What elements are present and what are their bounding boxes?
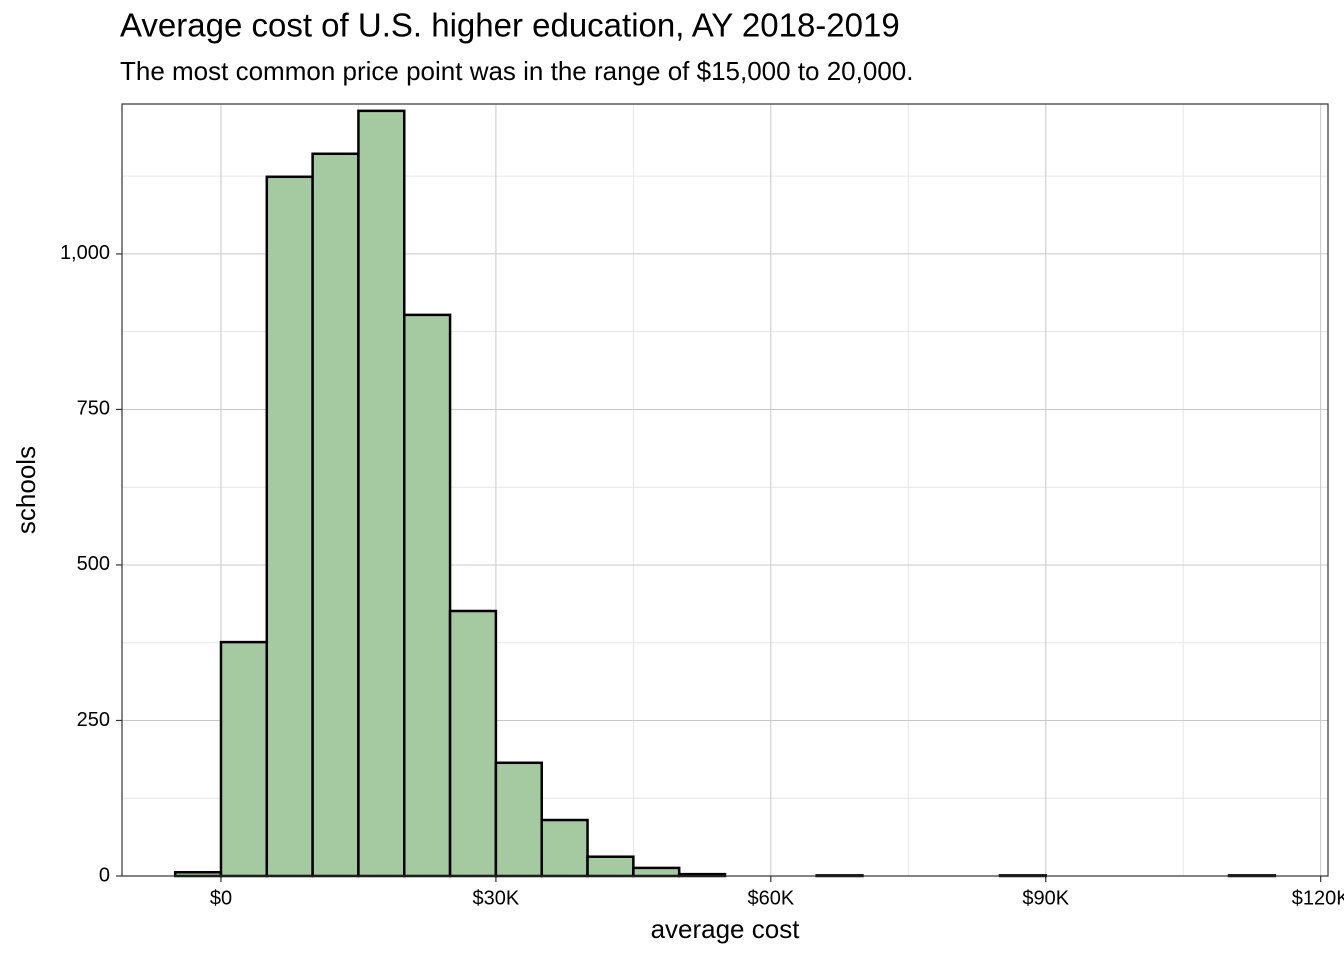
y-axis-label: schools bbox=[11, 446, 41, 534]
y-tick-label: 1,000 bbox=[60, 242, 110, 264]
bar bbox=[586, 855, 635, 878]
y-tick-label: 250 bbox=[77, 709, 110, 731]
bar bbox=[311, 152, 360, 878]
bar bbox=[448, 609, 498, 878]
x-axis-label: average cost bbox=[651, 914, 801, 944]
x-tick-label: $120K bbox=[1292, 887, 1344, 909]
chart-title: Average cost of U.S. higher education, A… bbox=[120, 7, 900, 44]
bar bbox=[265, 175, 314, 878]
bar bbox=[494, 761, 543, 878]
y-tick-label: 500 bbox=[77, 553, 110, 575]
y-tick-label: 750 bbox=[77, 398, 110, 420]
y-tick-label: 0 bbox=[99, 864, 110, 886]
bar bbox=[403, 313, 452, 878]
bar bbox=[632, 866, 681, 878]
bar bbox=[540, 818, 589, 878]
x-tick-label: $30K bbox=[473, 887, 520, 909]
x-tick-label: $90K bbox=[1022, 887, 1069, 909]
x-tick-label: $0 bbox=[210, 887, 232, 909]
bar bbox=[357, 109, 406, 878]
bar bbox=[219, 640, 269, 878]
plot-border bbox=[121, 103, 1329, 877]
chart-subtitle: The most common price point was in the r… bbox=[120, 56, 913, 86]
x-tick-label: $60K bbox=[747, 887, 794, 909]
